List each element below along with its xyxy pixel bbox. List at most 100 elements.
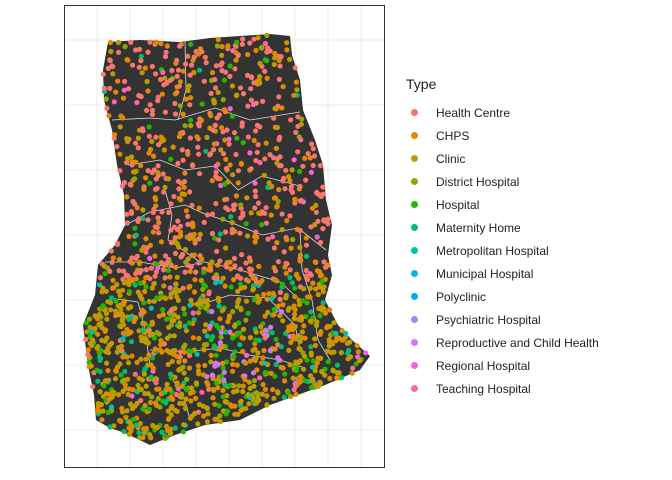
facility-point: [130, 62, 136, 68]
facility-point: [240, 348, 246, 355]
facility-point: [136, 46, 143, 52]
facility-point: [161, 283, 167, 289]
facility-point: [302, 155, 308, 161]
facility-point: [243, 405, 249, 412]
facility-point: [146, 124, 152, 130]
facility-point: [284, 237, 290, 243]
facility-point: [201, 78, 207, 84]
facility-point: [204, 134, 210, 140]
facility-point: [210, 386, 216, 392]
facility-point: [202, 328, 208, 334]
facility-point: [117, 124, 123, 130]
facility-point: [183, 328, 189, 334]
facility-point: [259, 44, 265, 51]
facility-point: [270, 387, 276, 393]
facility-point: [181, 184, 187, 191]
facility-point: [271, 155, 277, 161]
facility-point: [121, 268, 127, 274]
facility-point: [264, 49, 270, 55]
facility-point: [180, 364, 186, 370]
facility-point: [109, 393, 115, 400]
facility-point: [233, 193, 239, 199]
legend-item: Clinic: [396, 147, 599, 170]
facility-point: [161, 147, 167, 153]
facility-point: [262, 68, 268, 74]
facility-point: [269, 295, 275, 301]
facility-point: [248, 97, 255, 103]
facility-point: [282, 371, 288, 377]
facility-point: [285, 307, 291, 313]
legend-dot: [411, 385, 418, 392]
facility-point: [263, 205, 269, 211]
facility-point: [278, 364, 284, 370]
facility-point: [291, 305, 297, 311]
legend-item: Hospital: [396, 193, 599, 216]
facility-point: [187, 102, 193, 108]
facility-point: [256, 337, 262, 343]
facility-point: [136, 64, 142, 70]
facility-point: [176, 186, 182, 192]
facility-point: [270, 234, 276, 240]
facility-point: [105, 65, 111, 71]
facility-point: [308, 309, 314, 315]
facility-point: [208, 337, 214, 343]
facility-point: [156, 220, 162, 226]
facility-point: [95, 331, 101, 337]
facility-point: [133, 232, 139, 238]
facility-point: [255, 395, 261, 401]
facility-point: [247, 385, 253, 391]
legend-label: Clinic: [436, 151, 466, 166]
facility-point: [101, 383, 107, 389]
facility-point: [257, 124, 263, 130]
facility-point: [308, 384, 314, 390]
facility-point: [201, 269, 207, 275]
facility-point: [181, 179, 188, 185]
facility-point: [193, 380, 199, 386]
facility-point: [191, 289, 198, 295]
facility-point: [182, 358, 188, 364]
legend-item: Psychiatric Hospital: [396, 308, 599, 331]
facility-point: [237, 330, 243, 336]
facility-point: [99, 417, 105, 423]
facility-point: [220, 129, 226, 135]
facility-point: [125, 360, 132, 366]
facility-point: [257, 160, 263, 166]
facility-point: [186, 365, 193, 371]
facility-point: [216, 298, 222, 304]
facility-point: [234, 39, 240, 45]
facility-point: [272, 55, 278, 61]
facility-point: [220, 307, 226, 313]
facility-point: [115, 39, 122, 46]
facility-point: [152, 273, 158, 279]
facility-point: [211, 275, 217, 281]
facility-point: [303, 253, 310, 259]
facility-point: [177, 130, 184, 136]
facility-point: [222, 399, 228, 405]
facility-point: [165, 427, 171, 434]
facility-point: [235, 288, 241, 294]
facility-point: [221, 107, 227, 113]
facility-point: [180, 157, 186, 163]
facility-point: [138, 311, 144, 317]
facility-point: [303, 267, 309, 273]
facility-point: [198, 117, 205, 123]
facility-point: [133, 271, 139, 277]
facility-point: [239, 41, 245, 47]
facility-point: [230, 309, 236, 315]
facility-point: [83, 336, 89, 343]
facility-point: [128, 329, 134, 335]
legend-dot: [411, 201, 418, 208]
facility-point: [272, 373, 278, 379]
facility-point: [128, 401, 134, 407]
facility-point: [107, 342, 113, 348]
facility-point: [320, 226, 326, 232]
facility-point: [169, 404, 175, 410]
facility-point: [145, 49, 151, 55]
facility-point: [158, 239, 164, 245]
facility-point: [224, 196, 230, 202]
facility-point: [196, 205, 202, 211]
facility-point: [219, 52, 225, 58]
facility-point: [132, 371, 138, 377]
facility-point: [181, 191, 188, 197]
facility-point: [150, 355, 156, 361]
